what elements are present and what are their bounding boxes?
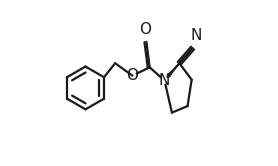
Text: N: N [190,28,202,43]
Text: N: N [159,73,170,88]
Text: O: O [140,22,152,37]
Text: O: O [126,68,138,83]
